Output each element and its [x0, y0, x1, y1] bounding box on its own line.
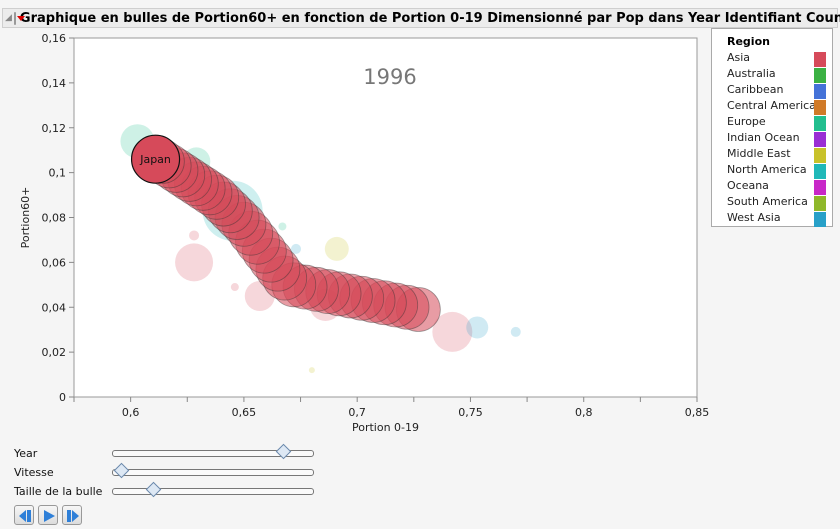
japan-bubble [130, 134, 181, 184]
chart-title: Graphique en bulles de Portion60+ en fon… [19, 10, 840, 26]
speed-slider[interactable] [112, 462, 314, 479]
legend-label: Indian Ocean [727, 131, 800, 144]
year-watermark: 1996 [363, 65, 416, 89]
year-slider-label: Year [14, 447, 38, 460]
legend-item[interactable]: Indian Ocean [727, 131, 831, 147]
step-forward-button[interactable] [62, 505, 82, 525]
legend-swatch [814, 164, 826, 179]
y-tick-label: 0,12 [42, 122, 67, 135]
legend-swatch [814, 132, 826, 147]
y-tick-label: 0,02 [42, 346, 67, 359]
report-title-bar: ◢ Graphique en bulles de Portion60+ en f… [2, 8, 840, 28]
step-back-button[interactable] [14, 505, 34, 525]
step-forward-icon [67, 510, 79, 522]
legend-item[interactable]: West Asia [727, 211, 831, 227]
x-tick-label: 0,8 [575, 406, 593, 419]
legend-swatch [814, 196, 826, 211]
legend-swatch [814, 84, 826, 99]
year-slider-thumb[interactable] [275, 443, 292, 460]
bubble-asia [175, 243, 214, 282]
play-icon [44, 510, 55, 522]
legend-swatch [814, 100, 826, 115]
play-button[interactable] [38, 505, 58, 525]
step-back-icon [19, 510, 31, 522]
y-tick-label: 0,1 [49, 167, 67, 180]
speed-slider-thumb[interactable] [113, 462, 130, 479]
legend-item[interactable]: Asia [727, 51, 831, 67]
legend-label: Europe [727, 115, 766, 128]
legend-item[interactable]: Europe [727, 115, 831, 131]
bubble-middle-east [324, 236, 349, 261]
legend-title: Region [727, 35, 770, 48]
legend-item[interactable]: Australia [727, 67, 831, 83]
legend-item[interactable]: South America [727, 195, 831, 211]
legend-item[interactable]: Middle East [727, 147, 831, 163]
y-tick-label: 0,04 [42, 301, 67, 314]
speed-slider-label: Vitesse [14, 466, 54, 479]
disclosure-triangle-icon[interactable]: ◢ [5, 13, 12, 23]
legend-swatch [814, 52, 826, 67]
legend-swatch [814, 212, 826, 227]
plot-area [73, 37, 698, 398]
legend-label: South America [727, 195, 808, 208]
x-axis-label: Portion 0-19 [352, 421, 419, 434]
legend-item[interactable]: North America [727, 163, 831, 179]
bubble-west-asia [466, 316, 489, 339]
x-tick-label: 0,85 [685, 406, 710, 419]
y-tick-label: 0,16 [42, 32, 67, 45]
legend-label: Australia [727, 67, 776, 80]
legend-label: Oceana [727, 179, 769, 192]
y-tick-label: 0,06 [42, 256, 67, 269]
legend-label: Middle East [727, 147, 791, 160]
bubble-chart: 0 0,02 0,04 0,06 0,08 0,1 0,12 0,14 0,16 0,6 0,65 0… [19, 32, 710, 434]
bubble-asia [432, 311, 473, 352]
bubbles: Japan [120, 124, 521, 374]
legend-item[interactable]: Oceana [727, 179, 831, 195]
x-tick-label: 0,75 [458, 406, 483, 419]
legend-swatch [814, 68, 826, 83]
legend-swatch [814, 180, 826, 195]
legend-label: West Asia [727, 211, 781, 224]
legend-label: Caribbean [727, 83, 784, 96]
x-tick-label: 0,7 [348, 406, 366, 419]
bubble-size-slider-label: Taille de la bulle [14, 485, 103, 498]
y-tick-label: 0,08 [42, 212, 67, 225]
y-tick-label: 0 [59, 391, 66, 404]
legend-item[interactable]: Caribbean [727, 83, 831, 99]
japan-label: Japan [139, 153, 171, 166]
legend-label: North America [727, 163, 807, 176]
bubble-asia [230, 283, 239, 292]
bubble-west-asia [510, 326, 521, 337]
bubble-europe [278, 222, 287, 231]
legend-swatch [814, 116, 826, 131]
y-axis-label: Portion60+ [19, 187, 32, 249]
x-tick-label: 0,6 [122, 406, 140, 419]
bubble-size-slider-thumb[interactable] [145, 481, 162, 498]
x-tick-label: 0,65 [232, 406, 257, 419]
legend-label: Central America [727, 99, 816, 112]
year-slider[interactable] [112, 443, 314, 460]
y-tick-label: 0,14 [42, 77, 67, 90]
bubble-middle-east [308, 367, 315, 374]
bubble-size-slider[interactable] [112, 481, 314, 498]
red-triangle-menu-icon[interactable] [13, 11, 25, 25]
legend-item[interactable]: Central America [727, 99, 831, 115]
bubble-west-asia [291, 243, 302, 254]
legend-label: Asia [727, 51, 751, 64]
legend: Region Asia Australia Caribbean Central Ame… [711, 28, 833, 227]
legend-swatch [814, 148, 826, 163]
bubble-asia [189, 230, 200, 241]
